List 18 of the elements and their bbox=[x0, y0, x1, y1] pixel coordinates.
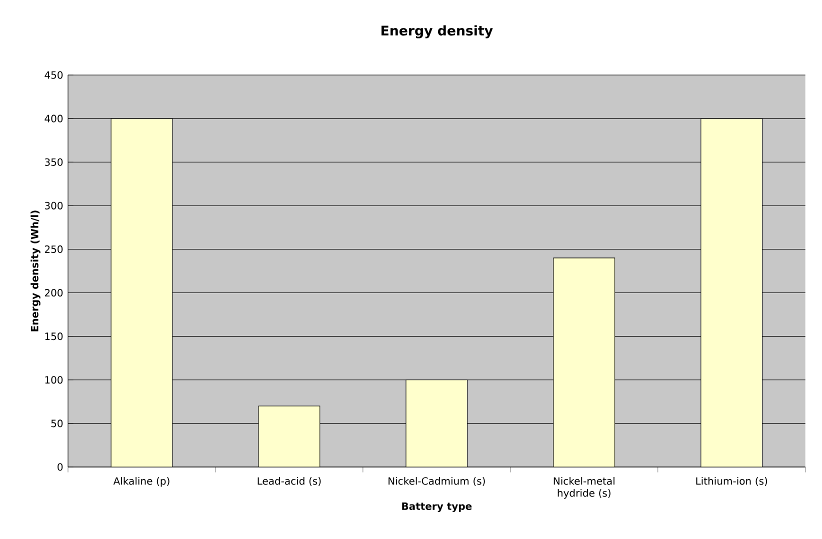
y-tick-label: 100 bbox=[45, 376, 63, 384]
y-tick-label: 200 bbox=[44, 288, 63, 297]
x-axis-title: Battery type bbox=[402, 502, 472, 512]
y-tick-label: 300 bbox=[44, 202, 63, 210]
x-tick-label: Nickel-metal hydride (s) bbox=[554, 477, 614, 499]
x-tick-label: Lithium-ion (s) bbox=[696, 477, 768, 486]
chart-title: Energy density bbox=[382, 25, 493, 38]
x-tick-label: Nickel-Cadmium (s) bbox=[388, 477, 485, 486]
y-tick-label: 400 bbox=[44, 114, 63, 122]
y-tick-label: 50 bbox=[51, 420, 63, 428]
y-tick-label: 150 bbox=[45, 332, 63, 340]
y-tick-label: 450 bbox=[44, 71, 63, 79]
x-tick-label: Lead-acid (s) bbox=[258, 477, 321, 486]
x-tick-label: Alkaline (p) bbox=[113, 477, 170, 487]
y-tick-label: 350 bbox=[44, 158, 63, 166]
y-tick-label: 250 bbox=[44, 245, 63, 253]
y-tick-label: 0 bbox=[58, 463, 63, 471]
y-axis-title: Energy density (Wh/l) bbox=[30, 210, 40, 332]
